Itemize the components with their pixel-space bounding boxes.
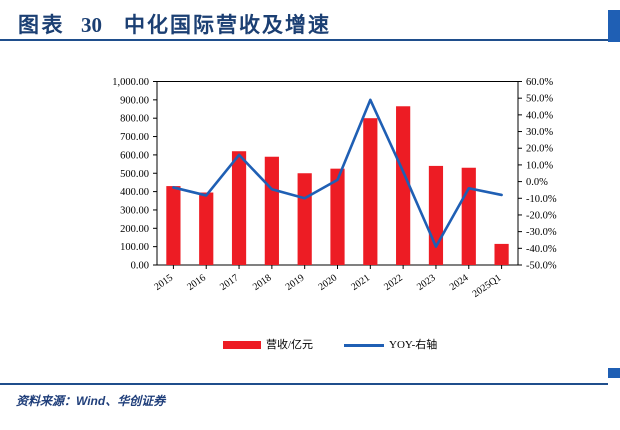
svg-text:-10.0%: -10.0%: [526, 194, 557, 205]
svg-text:900.00: 900.00: [120, 95, 149, 106]
svg-text:100.00: 100.00: [120, 242, 149, 253]
svg-text:40.0%: 40.0%: [526, 110, 553, 121]
svg-text:2023: 2023: [415, 272, 438, 292]
svg-text:30.0%: 30.0%: [526, 127, 553, 138]
svg-text:-50.0%: -50.0%: [526, 261, 557, 272]
svg-text:2021: 2021: [349, 272, 372, 292]
svg-text:-30.0%: -30.0%: [526, 227, 557, 238]
svg-text:800.00: 800.00: [120, 114, 149, 125]
svg-text:60.0%: 60.0%: [526, 77, 553, 88]
svg-text:200.00: 200.00: [120, 224, 149, 235]
svg-text:0.0%: 0.0%: [526, 177, 548, 188]
svg-text:500.00: 500.00: [120, 169, 149, 180]
svg-text:10.0%: 10.0%: [526, 160, 553, 171]
svg-text:1,000.00: 1,000.00: [112, 77, 149, 88]
svg-text:-40.0%: -40.0%: [526, 244, 557, 255]
svg-text:0.00: 0.00: [131, 261, 149, 272]
svg-text:2024: 2024: [448, 272, 471, 292]
svg-text:300.00: 300.00: [120, 205, 149, 216]
svg-text:-20.0%: -20.0%: [526, 210, 557, 221]
svg-text:600.00: 600.00: [120, 150, 149, 161]
svg-text:2020: 2020: [317, 272, 340, 292]
svg-text:400.00: 400.00: [120, 187, 149, 198]
svg-text:2025Q1: 2025Q1: [471, 272, 504, 299]
svg-text:2017: 2017: [218, 272, 241, 292]
svg-text:20.0%: 20.0%: [526, 144, 553, 155]
svg-text:2022: 2022: [382, 272, 405, 292]
svg-text:2019: 2019: [284, 272, 307, 292]
svg-text:2015: 2015: [152, 272, 175, 292]
svg-text:50.0%: 50.0%: [526, 94, 553, 105]
svg-text:700.00: 700.00: [120, 132, 149, 143]
svg-text:2016: 2016: [185, 272, 208, 292]
svg-text:2018: 2018: [251, 272, 274, 292]
